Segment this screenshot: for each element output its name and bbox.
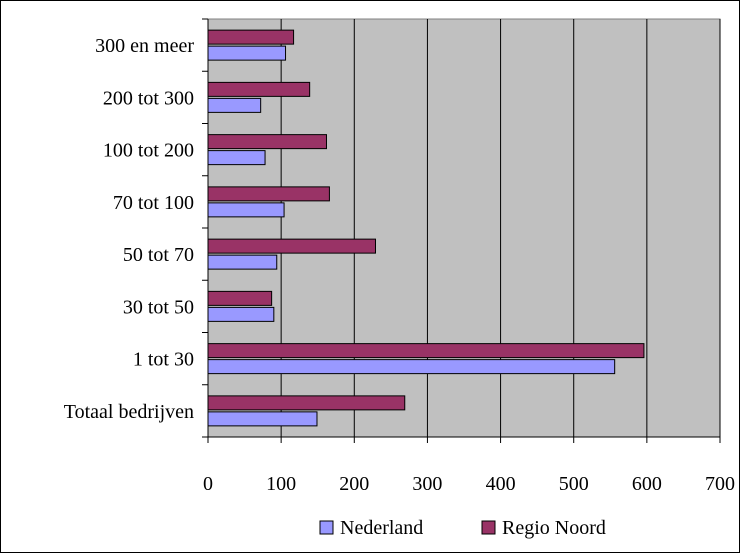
legend-swatch bbox=[319, 520, 334, 535]
legend: Nederland Regio Noord bbox=[319, 517, 606, 539]
plot-area bbox=[207, 18, 721, 438]
legend-swatch bbox=[481, 520, 496, 535]
bar-regio-noord bbox=[207, 343, 645, 359]
category-label: 1 tot 30 bbox=[133, 349, 194, 371]
category-labels: Totaal bedrijven 1 tot 30 30 tot 50 50 tot … bbox=[64, 35, 195, 423]
bar-regio-noord bbox=[207, 290, 273, 306]
bar-regio-noord bbox=[207, 395, 406, 411]
x-tick-label: 400 bbox=[486, 473, 516, 495]
category-label: 30 tot 50 bbox=[123, 296, 194, 318]
x-tick-label: 600 bbox=[632, 473, 662, 495]
bar-nederland bbox=[207, 254, 278, 270]
bar-nederland bbox=[207, 411, 318, 427]
bars bbox=[207, 29, 645, 427]
x-tick-label: 0 bbox=[203, 473, 213, 495]
x-tick-label: 500 bbox=[559, 473, 589, 495]
legend-label: Regio Noord bbox=[502, 517, 606, 539]
x-tick-label: 200 bbox=[339, 473, 369, 495]
category-label: Totaal bedrijven bbox=[64, 401, 194, 423]
x-tick-label: 700 bbox=[705, 473, 735, 495]
legend-label: Nederland bbox=[340, 517, 423, 539]
bar-nederland bbox=[207, 150, 266, 166]
axes bbox=[202, 18, 721, 443]
bar-nederland bbox=[207, 306, 275, 322]
bar-regio-noord bbox=[207, 29, 295, 45]
bar-regio-noord bbox=[207, 81, 311, 97]
bar-nederland bbox=[207, 359, 616, 375]
category-label: 200 tot 300 bbox=[103, 87, 194, 109]
x-tick-label: 100 bbox=[266, 473, 296, 495]
category-label: 100 tot 200 bbox=[103, 140, 194, 162]
bar-regio-noord bbox=[207, 134, 327, 150]
category-label: 70 tot 100 bbox=[113, 192, 194, 214]
x-tick-labels: 0 100 200 300 400 500 600 700 bbox=[203, 473, 735, 495]
x-tick-label: 300 bbox=[412, 473, 442, 495]
bar-regio-noord bbox=[207, 238, 376, 254]
category-label: 300 en meer bbox=[95, 35, 194, 57]
bar-nederland bbox=[207, 97, 262, 113]
bar-nederland bbox=[207, 45, 287, 61]
bar-nederland bbox=[207, 202, 285, 218]
category-label: 50 tot 70 bbox=[123, 244, 194, 266]
bar-regio-noord bbox=[207, 186, 330, 202]
